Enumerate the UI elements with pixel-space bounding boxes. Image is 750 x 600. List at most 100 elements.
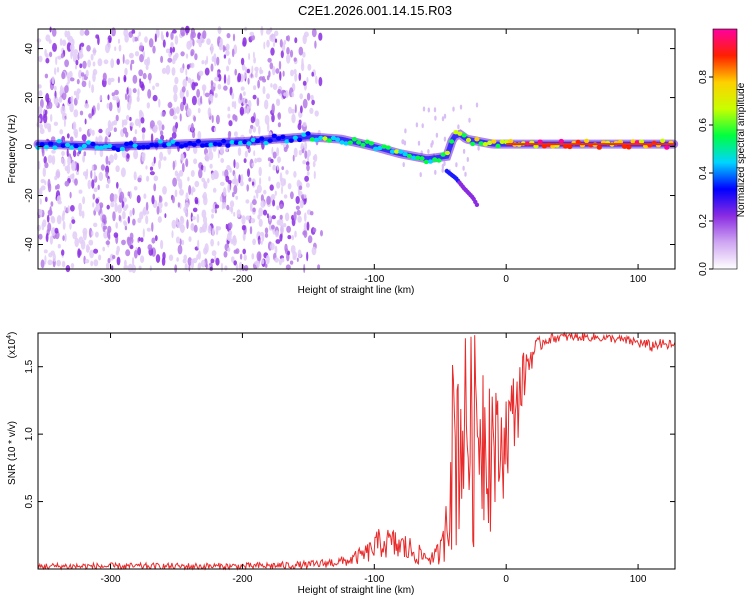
noise-speckle [235,162,240,170]
noise-speckle [127,237,132,247]
noise-speckle [274,230,280,238]
noise-speckle [91,109,94,117]
noise-speckle [88,113,93,119]
noise-speckle [270,158,274,164]
noise-speckle [107,94,110,101]
noise-speckle [81,210,85,219]
noise-speckle [252,207,256,213]
noise-speckle [87,59,91,68]
noise-speckle [272,42,276,47]
ridge-blob [200,143,206,148]
noise-speckle [283,194,288,199]
ridge-blob [584,138,590,144]
noise-speckle [39,128,45,135]
noise-speckle [84,259,90,264]
noise-speckle [222,44,226,53]
noise-speckle [126,87,129,95]
noise-speckle [76,88,81,94]
signal-branch [444,168,480,207]
noise-speckle [264,114,270,125]
noise-speckle [145,64,149,71]
noise-speckle [177,244,183,255]
noise-speckle [101,214,106,224]
noise-speckle [217,241,220,246]
noise-speckle [269,214,271,222]
noise-speckle [78,127,82,132]
noise-speckle [254,158,257,164]
noise-speckle [139,211,144,220]
noise-speckle [290,108,296,114]
noise-speckle [279,203,284,209]
ridge-blob [187,141,193,146]
noise-speckle [132,207,135,216]
noise-speckle [95,203,101,213]
noise-speckle [315,75,318,85]
noise-speckle [276,147,280,157]
noise-speckle [427,149,430,154]
noise-speckle [293,57,297,62]
ridge-blob [288,138,294,143]
noise-speckle [239,93,243,101]
noise-speckle [45,34,51,42]
ridge-blob [267,138,273,143]
ridge-blob [444,150,450,156]
noise-speckle [313,170,316,180]
noise-speckle [227,106,231,112]
noise-speckle [171,219,177,229]
noise-speckle [146,227,151,232]
noise-speckle [67,156,71,166]
noise-speckle [276,205,280,211]
noise-speckle [272,164,277,171]
noise-speckle [248,128,252,134]
noise-speckle [59,90,63,96]
noise-speckle [151,237,156,244]
noise-speckle [105,262,110,270]
noise-speckle [98,135,103,143]
noise-speckle [197,107,201,114]
noise-speckle [462,165,465,171]
noise-speckle [158,159,162,170]
noise-speckle [107,225,112,234]
noise-speckle [107,42,111,50]
noise-speckle [96,102,100,111]
noise-speckle [133,149,139,160]
noise-speckle [115,165,120,173]
ridge-blob [81,143,87,149]
noise-speckle [140,117,145,124]
noise-speckle [121,239,126,246]
noise-speckle [302,230,307,236]
ridge-blob [115,147,121,152]
noise-speckle [215,114,220,125]
noise-speckle [194,53,198,61]
noise-speckle [106,102,110,109]
noise-speckle [270,83,273,88]
noise-speckle [264,227,269,234]
noise-speckle [302,34,307,45]
noise-speckle [174,170,179,177]
noise-speckle [85,69,89,77]
noise-speckle [185,25,190,34]
noise-speckle [194,199,199,205]
noise-speckle [272,65,276,76]
noise-speckle [37,208,43,216]
noise-speckle [192,130,196,139]
noise-speckle [226,33,231,39]
ridge-blob [90,141,96,147]
noise-speckle [120,167,126,178]
noise-speckle [134,118,140,127]
noise-speckle [69,136,74,142]
noise-speckle [223,74,227,84]
noise-speckle [87,179,92,190]
noise-speckle [422,106,426,112]
ridge-blob [415,155,421,160]
noise-speckle [53,85,57,91]
noise-speckle [197,239,200,249]
ridge-blob [208,142,214,147]
ridge-blob [364,139,370,144]
noise-speckle [69,191,72,199]
noise-speckle [441,116,445,122]
noise-speckle [232,192,235,198]
noise-speckle [241,63,246,71]
ridge-blob [149,142,155,147]
noise-speckle [169,108,175,117]
